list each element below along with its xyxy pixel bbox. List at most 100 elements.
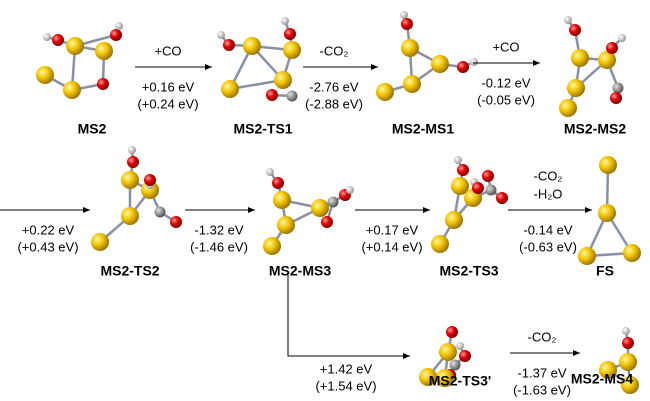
atom — [287, 91, 298, 102]
node-label: FS — [596, 263, 614, 279]
atom — [454, 156, 462, 164]
step-label-below: (+0.24 eV) — [137, 96, 198, 111]
atom — [266, 89, 278, 101]
node-label: MS2 — [78, 121, 107, 137]
atom — [598, 204, 616, 222]
node-label: MS2-TS3 — [439, 263, 498, 279]
atom — [403, 75, 421, 93]
atom — [619, 353, 637, 371]
step-label-below: -0.12 eV — [481, 75, 530, 90]
atom — [376, 83, 394, 101]
step-label-below: (+0.14 eV) — [361, 239, 422, 254]
atom — [569, 24, 581, 36]
atom — [115, 22, 123, 30]
atom — [623, 244, 641, 262]
atom — [400, 11, 408, 19]
atom — [613, 83, 624, 94]
atom — [446, 326, 458, 338]
node-label: MS2-MS1 — [392, 121, 454, 137]
atom — [121, 171, 139, 189]
diagram: MS2 MS2-TS1 MS2-MS1 MS2-MS2 MS2-TS2 MS2-MS3 MS… — [0, 0, 650, 401]
atom — [622, 327, 630, 335]
atom — [571, 49, 589, 67]
atom — [431, 55, 449, 73]
node-label: MS2-MS2 — [564, 121, 626, 137]
atom — [281, 17, 289, 25]
atom — [63, 81, 81, 99]
atom — [127, 156, 139, 168]
atom — [273, 191, 291, 209]
atom — [97, 78, 109, 90]
atom — [486, 185, 497, 196]
atom — [274, 71, 292, 89]
atom — [578, 247, 596, 265]
step-label-above: -CO₂ — [528, 329, 557, 344]
atom — [217, 31, 225, 39]
node-label: MS2-TS3' — [429, 373, 491, 389]
atom — [121, 207, 139, 225]
atom — [283, 41, 301, 59]
step-label-above: -CO₂ — [534, 168, 563, 183]
atom — [431, 235, 449, 253]
step-label-below: -1.37 eV — [517, 365, 566, 380]
step-label-above: -CO₂ — [320, 43, 349, 58]
atom — [170, 216, 182, 228]
node-label: MS2-TS2 — [100, 263, 159, 279]
step-label-below: +0.17 eV — [366, 222, 419, 237]
step-label-below: -2.76 eV — [309, 79, 358, 94]
atom — [401, 39, 419, 57]
atom — [110, 29, 122, 41]
atom — [95, 42, 113, 60]
atom — [243, 37, 261, 55]
atom — [284, 28, 296, 40]
atom — [266, 168, 274, 176]
atom — [567, 79, 585, 97]
atom — [450, 360, 461, 371]
atom — [272, 177, 284, 189]
node-label: MS2-MS4 — [571, 371, 633, 387]
step-label-below: (+1.54 eV) — [315, 378, 376, 393]
atom — [43, 33, 51, 41]
step-label-below: (-2.88 eV) — [305, 96, 363, 111]
atom — [328, 197, 339, 208]
atom — [91, 233, 109, 251]
atom — [401, 18, 413, 30]
step-label-below: (+0.43 eV) — [17, 239, 78, 254]
step-label-below: (-1.63 eV) — [513, 382, 571, 397]
atom — [144, 174, 156, 186]
step-label-below: (-1.46 eV) — [190, 239, 248, 254]
atom — [445, 211, 463, 229]
step-label-below: +0.16 eV — [142, 79, 195, 94]
step-label-below: (-0.05 eV) — [477, 92, 535, 107]
atom — [606, 42, 618, 54]
atom — [263, 237, 281, 255]
atom — [456, 342, 464, 350]
atom — [482, 170, 494, 182]
atom — [223, 39, 235, 51]
step-label-above: +CO — [154, 43, 181, 58]
atom — [622, 337, 634, 349]
atom — [564, 16, 572, 24]
atom — [128, 146, 136, 154]
atom — [459, 350, 471, 362]
atom — [52, 34, 64, 46]
atom — [221, 80, 239, 98]
atom — [346, 186, 354, 194]
step-label-above: +CO — [492, 39, 519, 54]
node-label: MS2-TS1 — [233, 121, 292, 137]
node-label: MS2-MS3 — [269, 263, 331, 279]
step-label-below: (-0.63 eV) — [519, 239, 577, 254]
step-label-below: +0.22 eV — [22, 222, 75, 237]
atom — [321, 216, 333, 228]
step-label-below: -0.14 eV — [523, 222, 572, 237]
step-label-below: +1.42 eV — [320, 361, 373, 376]
atom — [470, 58, 478, 66]
atom — [277, 216, 295, 234]
arrow — [288, 275, 410, 356]
step-label-below: -1.32 eV — [194, 222, 243, 237]
step-label-above: -H₂O — [534, 186, 563, 201]
atom — [66, 37, 84, 55]
atom — [457, 164, 469, 176]
atom — [496, 192, 508, 204]
atom — [599, 156, 617, 174]
